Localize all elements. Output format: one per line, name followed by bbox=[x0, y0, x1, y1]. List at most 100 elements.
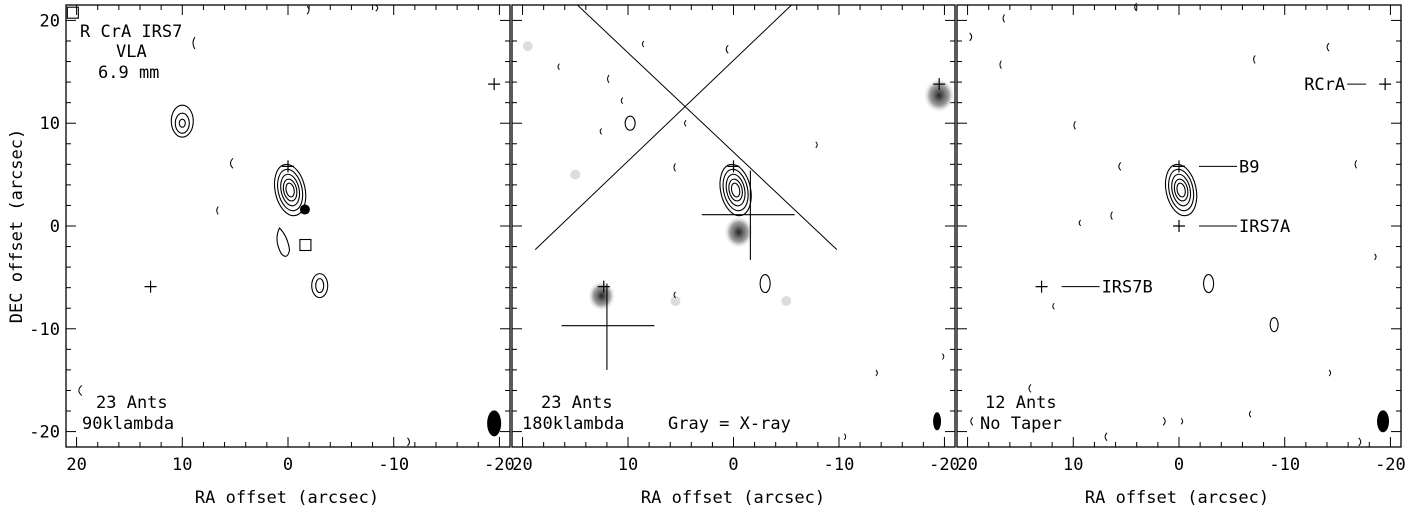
panel2-source-contour-5 bbox=[730, 182, 741, 198]
panel3-noise-arc bbox=[1248, 410, 1252, 418]
panel1-tail-contour bbox=[276, 227, 291, 257]
panel1-source-contour-2 bbox=[277, 168, 304, 212]
y-tick-label: 20 bbox=[40, 11, 60, 31]
panel2-xray-faint bbox=[522, 41, 533, 52]
panel2-noise-arc bbox=[684, 119, 687, 127]
x-tick-label: 0 bbox=[283, 455, 293, 475]
panel-3: 12 Ants No Taper 20 10 0 -10 -20 RCrA B9 IRS7A I… bbox=[956, 2, 1406, 475]
x-tick-label: 20 bbox=[957, 455, 977, 475]
panel1-label-source: R CrA IRS7 bbox=[80, 22, 182, 42]
panel2-noise-arc bbox=[620, 97, 624, 104]
panel1-label-instrument: VLA bbox=[116, 42, 147, 62]
panel3-source-contour-5 bbox=[1176, 182, 1186, 198]
panel1-contour-ne-inner bbox=[178, 118, 186, 128]
panel3-noise-arc bbox=[1052, 302, 1055, 310]
panel2-contour-sw bbox=[759, 274, 771, 294]
x-tick-label: -20 bbox=[1375, 455, 1406, 475]
panel2-x-line-1 bbox=[577, 4, 838, 251]
panel3-noise-arc bbox=[1253, 55, 1256, 64]
panel1-beam bbox=[487, 410, 502, 437]
panel2-xray-faint bbox=[570, 169, 581, 180]
panel2-xray-source-3 bbox=[587, 280, 616, 312]
panel2-label-taper: 180klambda bbox=[522, 414, 624, 434]
panel2-noise-arc bbox=[673, 291, 676, 299]
panel1-noise-arc bbox=[192, 36, 196, 50]
y-tick-label: 0 bbox=[50, 217, 60, 237]
panel3-noise-arc bbox=[970, 416, 974, 426]
panel2-noise-arc bbox=[641, 40, 645, 48]
panel3-noise-arc bbox=[1354, 160, 1358, 169]
panel3-noise-arc bbox=[969, 32, 973, 42]
x-tick-label: 0 bbox=[728, 455, 738, 475]
panel1-noise-arc bbox=[78, 385, 83, 396]
panel2-gray-label: Gray = X-ray bbox=[668, 414, 791, 434]
panel2-beam bbox=[933, 412, 942, 431]
panel2-noise-arc bbox=[607, 74, 610, 84]
panel1-cross-2 bbox=[488, 78, 501, 91]
panel1-noise-arc bbox=[407, 437, 410, 447]
panel3-beam bbox=[1377, 410, 1390, 433]
panel3-source-cross-3 bbox=[1173, 220, 1185, 232]
panel2-noise-arc bbox=[875, 369, 878, 377]
panel3-noise-arc bbox=[1358, 437, 1362, 447]
x-axis-label-3: RA offset (arcsec) bbox=[1085, 488, 1269, 508]
panel3-noise-arc bbox=[1078, 219, 1082, 227]
y-tick-label: -10 bbox=[29, 320, 60, 340]
panel1-noise-arc bbox=[375, 4, 379, 12]
panel3-source-contour-2 bbox=[1168, 168, 1195, 212]
x-tick-label: -10 bbox=[1269, 455, 1300, 475]
panel3-noise-arc bbox=[1134, 2, 1138, 12]
panel1-noise-arc bbox=[216, 206, 219, 215]
panel-2: 23 Ants 180klambda Gray = X-ray 20 10 0 -10… bbox=[511, 4, 960, 475]
panel3-source-cross-2 bbox=[1173, 160, 1185, 173]
panel1-filled-circle bbox=[299, 204, 310, 215]
panel1-cross-1 bbox=[282, 160, 294, 173]
x-tick-label: 10 bbox=[618, 455, 638, 475]
panel3-label-taper: No Taper bbox=[980, 414, 1062, 434]
panel1-contour-sw-outer bbox=[311, 273, 329, 299]
panel1-source-contour-1 bbox=[273, 163, 307, 217]
panel3-contour-sw bbox=[1203, 274, 1215, 294]
panel1-source-contour-4 bbox=[282, 178, 298, 202]
panel2-noise-arc bbox=[843, 433, 847, 441]
panel2-cross-1 bbox=[727, 160, 740, 173]
y-tick-label: 10 bbox=[40, 114, 60, 134]
panel2-big-cross-1 bbox=[701, 170, 795, 260]
panel2-cross-3 bbox=[597, 280, 610, 293]
panel3-noise-arc bbox=[999, 60, 1002, 69]
panel3-source-contour-1 bbox=[1164, 163, 1198, 217]
panel3-noise-arc bbox=[1374, 253, 1377, 261]
panel2-xray-source-2 bbox=[723, 215, 754, 249]
panel2-noise-arc bbox=[557, 63, 560, 71]
panel3-noise-arc bbox=[1073, 120, 1076, 130]
panel3-noise-arc bbox=[1162, 416, 1166, 426]
panel3-source-contour-4 bbox=[1173, 178, 1189, 202]
panel2-noise-arc bbox=[599, 128, 603, 135]
panel2-noise-arc bbox=[673, 163, 676, 172]
panel2-xray-source-1 bbox=[923, 77, 956, 114]
panel1-square-1 bbox=[299, 238, 312, 252]
panel3-label-B9: B9 bbox=[1239, 157, 1259, 177]
panel2-cross-2 bbox=[933, 78, 946, 91]
x-tick-label: -10 bbox=[824, 455, 855, 475]
panel3-label-RCrA: RCrA bbox=[1304, 75, 1345, 95]
panel2-big-cross-2 bbox=[561, 283, 655, 370]
panel2-label-ants: 23 Ants bbox=[541, 393, 613, 413]
panel3-noise-arc bbox=[1110, 211, 1113, 221]
x-tick-label: -20 bbox=[484, 455, 515, 475]
panel3-noise-arc bbox=[1328, 369, 1332, 377]
panel3-noise-arc bbox=[1104, 432, 1108, 442]
panel1-contour-ne-mid bbox=[174, 112, 190, 134]
panel2-x-line-2 bbox=[534, 4, 792, 251]
panel2-noise-arc bbox=[725, 44, 729, 54]
x-tick-label: 20 bbox=[66, 455, 86, 475]
x-tick-label: 20 bbox=[512, 455, 532, 475]
panel3-label-IRS7B: IRS7B bbox=[1102, 278, 1153, 298]
x-axis-label-2: RA offset (arcsec) bbox=[641, 488, 825, 508]
panel-1: R CrA IRS7 VLA 6.9 mm 23 Ants 90klambda … bbox=[29, 4, 515, 475]
x-tick-label: 10 bbox=[172, 455, 192, 475]
panel1-source-contour-5 bbox=[285, 182, 295, 198]
panel3-source-cross-4 bbox=[1035, 280, 1048, 293]
panel1-label-taper: 90klambda bbox=[82, 414, 174, 434]
